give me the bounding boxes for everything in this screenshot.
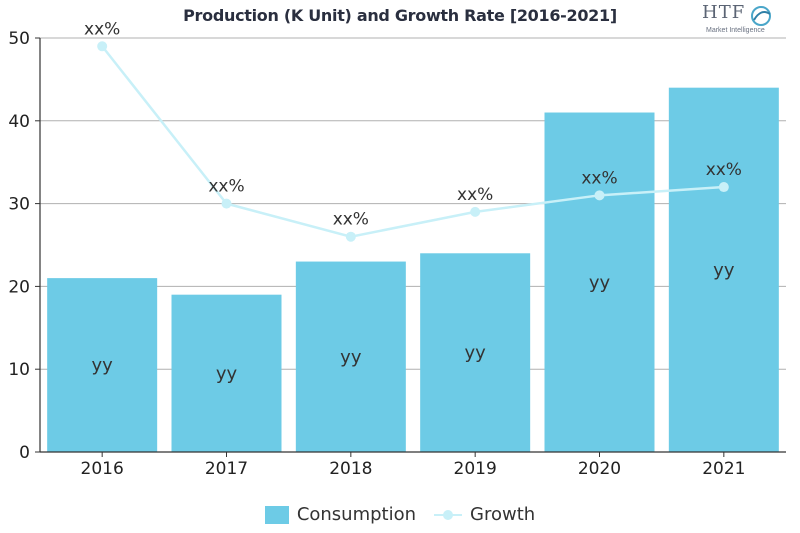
growth-point-2020	[594, 190, 605, 201]
y-tick-label: 40	[8, 112, 30, 132]
brand-logo: HTF Market Intelligence	[702, 2, 780, 40]
chart-title: Production (K Unit) and Growth Rate [201…	[183, 6, 617, 25]
bar-labels: yy yy yy yy yy yy	[92, 260, 735, 385]
legend: Consumption Growth	[0, 504, 800, 525]
bar-data-label: yy	[340, 347, 362, 368]
x-tick-label: 2021	[702, 459, 745, 479]
bar-2016	[47, 278, 158, 452]
growth-data-label: xx%	[208, 177, 244, 197]
bar-series	[47, 87, 779, 453]
legend-swatch-growth	[434, 506, 463, 524]
bar-2021	[668, 87, 779, 453]
y-tick-label: 0	[19, 443, 30, 463]
x-tick-label: 2020	[578, 459, 621, 479]
logo-subtext: Market Intelligence	[706, 27, 765, 34]
y-tick-label: 20	[8, 277, 30, 297]
production-chart: yy yy yy yy yy yy xx% xx% xx% xx% xx% xx% 0 10 20 30 4…	[8, 19, 786, 479]
growth-point-2018	[345, 231, 356, 242]
axes: 0 10 20 30 40 50 2016 2017 2018 2019 2020 2021	[8, 29, 786, 479]
logo-text: HTF	[702, 2, 746, 23]
bar-2017	[171, 294, 282, 452]
bar-2020	[544, 112, 655, 453]
growth-point-2021	[718, 182, 729, 193]
y-tick-label: 10	[8, 360, 30, 380]
growth-data-label: xx%	[581, 168, 617, 188]
y-tick-label: 50	[8, 29, 30, 49]
legend-label-consumption: Consumption	[296, 504, 417, 525]
bar-data-label: yy	[589, 272, 611, 293]
y-tick-label: 30	[8, 195, 30, 215]
bar-data-label: yy	[92, 355, 114, 376]
growth-data-label: xx%	[333, 210, 369, 230]
line-series: xx% xx% xx% xx% xx% xx%	[84, 19, 742, 242]
x-tick-label: 2018	[329, 459, 372, 479]
bar-2019	[420, 253, 531, 452]
x-tick-label: 2019	[454, 459, 497, 479]
growth-point-2019	[470, 206, 481, 217]
legend-label-growth: Growth	[470, 504, 536, 525]
growth-data-label: xx%	[84, 19, 120, 39]
bar-data-label: yy	[216, 363, 238, 384]
legend-swatch-consumption	[264, 505, 289, 524]
bar-data-label: yy	[713, 260, 735, 281]
globe-icon	[751, 6, 771, 26]
grid-lines	[40, 37, 786, 370]
x-tick-label: 2017	[205, 459, 248, 479]
growth-point-2016	[97, 41, 108, 52]
bar-2018	[295, 261, 406, 452]
legend-item-growth: Growth	[434, 504, 535, 525]
bar-data-label: yy	[465, 343, 487, 364]
legend-item-consumption: Consumption	[264, 504, 417, 525]
growth-data-label: xx%	[457, 185, 493, 205]
growth-line	[101, 45, 724, 239]
growth-data-label: xx%	[706, 160, 742, 180]
growth-point-2017	[221, 198, 232, 209]
x-tick-label: 2016	[81, 459, 124, 479]
